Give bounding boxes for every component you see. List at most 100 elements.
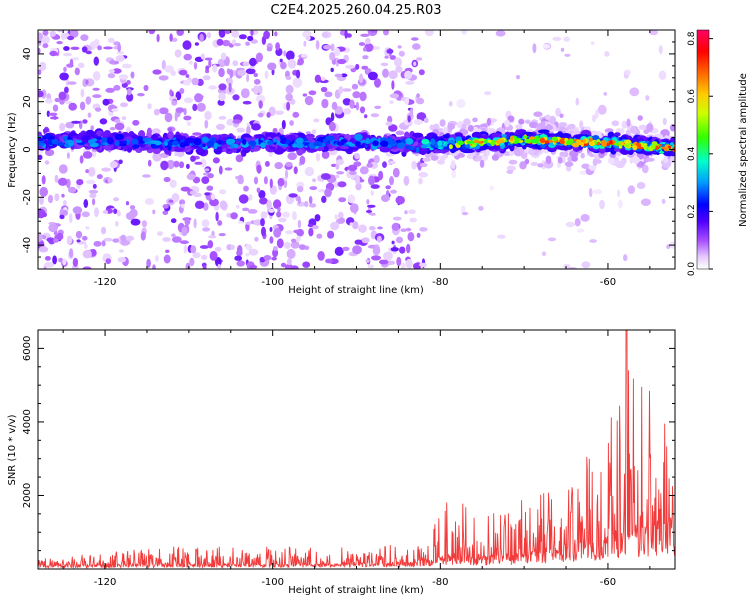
spectral-amplitude-blob	[295, 69, 301, 79]
spectral-amplitude-blob	[199, 245, 209, 249]
spectral-amplitude-blob	[70, 30, 79, 38]
spectral-amplitude-blob	[202, 227, 211, 232]
y-tick-label: 2000	[22, 483, 33, 508]
spectral-amplitude-blob	[96, 136, 102, 141]
spectral-amplitude-blob	[369, 212, 376, 216]
spectral-amplitude-blob	[117, 257, 127, 263]
spectral-amplitude-blob	[117, 43, 121, 53]
spectral-amplitude-blob	[413, 119, 423, 125]
spectral-amplitude-blob	[478, 205, 484, 211]
spectral-amplitude-blob	[437, 140, 443, 148]
spectral-amplitude-blob	[272, 248, 279, 258]
spectral-amplitude-blob	[359, 73, 364, 84]
spectral-amplitude-blob	[613, 142, 620, 146]
spectral-amplitude-blob	[545, 114, 551, 121]
spectral-amplitude-blob	[54, 174, 59, 183]
spectral-amplitude-blob	[245, 252, 250, 257]
spectral-amplitude-blob	[330, 221, 340, 231]
spectral-amplitude-blob	[409, 217, 418, 223]
spectral-amplitude-blob	[330, 43, 335, 52]
spectral-amplitude-blob	[519, 147, 525, 155]
spectral-amplitude-blob	[501, 134, 507, 138]
spectral-amplitude-blob	[148, 30, 156, 35]
spectral-amplitude-blob	[163, 254, 171, 264]
spectral-amplitude-blob	[461, 212, 469, 216]
spectral-amplitude-blob	[201, 254, 208, 260]
spectral-amplitude-blob	[190, 155, 196, 162]
spectral-amplitude-blob	[157, 231, 163, 237]
spectral-amplitude-blob	[208, 85, 217, 90]
spectral-amplitude-blob	[397, 45, 402, 49]
spectral-amplitude-blob	[67, 35, 75, 41]
spectral-amplitude-blob	[390, 189, 397, 194]
spectral-amplitude-blob	[461, 30, 468, 35]
spectral-amplitude-blob	[330, 112, 335, 122]
spectral-amplitude-blob	[404, 210, 408, 215]
spectral-amplitude-blob	[131, 138, 139, 146]
spectral-amplitude-blob	[334, 246, 344, 256]
spectral-amplitude-blob	[325, 135, 335, 142]
spectral-amplitude-blob	[364, 114, 368, 119]
spectral-amplitude-blob	[38, 232, 43, 242]
spectral-amplitude-blob	[89, 193, 97, 198]
spectral-amplitude-blob	[192, 132, 202, 136]
spectral-amplitude-blob	[567, 156, 573, 163]
spectral-amplitude-blob	[340, 139, 347, 143]
spectral-amplitude-blob	[114, 133, 124, 140]
spectral-amplitude-blob	[120, 102, 128, 108]
spectral-amplitude-blob	[560, 47, 565, 52]
spectral-amplitude-blob	[308, 90, 317, 96]
spectral-amplitude-blob	[253, 72, 258, 78]
spectral-amplitude-blob	[255, 52, 263, 63]
spectral-amplitude-blob	[120, 234, 127, 242]
spectral-amplitude-blob	[206, 32, 212, 39]
spectral-amplitude-blob	[640, 198, 651, 206]
y-tick-label: 20	[22, 95, 33, 108]
spectral-amplitude-blob	[84, 243, 88, 249]
spectral-amplitude-blob	[118, 74, 129, 80]
spectral-amplitude-blob	[555, 107, 561, 117]
spectral-amplitude-blob	[524, 158, 530, 165]
spectral-amplitude-blob	[43, 212, 47, 217]
spectral-amplitude-blob	[576, 228, 585, 233]
spectral-amplitude-blob	[355, 174, 360, 185]
spectral-amplitude-blob	[38, 90, 44, 98]
spectral-amplitude-blob	[193, 192, 202, 198]
spectral-amplitude-blob	[398, 50, 405, 57]
spectral-amplitude-blob	[486, 117, 492, 126]
spectral-amplitude-blob	[285, 84, 294, 94]
y-tick-label: -20	[22, 189, 33, 205]
spectral-amplitude-blob	[142, 174, 151, 178]
spectral-amplitude-blob	[171, 37, 178, 42]
spectral-amplitude-blob	[487, 139, 492, 143]
spectral-amplitude-blob	[269, 178, 273, 189]
spectral-amplitude-blob	[661, 198, 666, 204]
spectral-amplitude-blob	[52, 104, 59, 112]
spectral-amplitude-blob	[38, 69, 42, 75]
spectral-amplitude-blob	[536, 122, 545, 131]
spectral-amplitude-blob	[395, 236, 404, 244]
spectral-amplitude-blob	[199, 33, 204, 43]
spectral-amplitude-blob	[229, 69, 234, 79]
spectral-amplitude-blob	[395, 130, 405, 136]
spectral-amplitude-blob	[322, 44, 333, 50]
spectral-amplitude-blob	[59, 72, 69, 81]
spectral-amplitude-blob	[382, 161, 387, 169]
spectral-amplitude-blob	[218, 92, 226, 102]
spectral-amplitude-blob	[186, 163, 190, 169]
spectral-amplitude-blob	[188, 60, 193, 65]
spectral-amplitude-blob	[121, 116, 127, 121]
spectral-amplitude-blob	[412, 43, 421, 50]
spectral-amplitude-blob	[282, 211, 290, 218]
spectral-amplitude-blob	[406, 243, 411, 254]
spectral-amplitude-blob	[355, 182, 362, 191]
spectral-amplitude-blob	[171, 192, 180, 203]
spectral-amplitude-blob	[183, 115, 192, 121]
spectral-amplitude-blob	[408, 209, 416, 214]
spectral-amplitude-blob	[519, 161, 527, 170]
spectral-amplitude-blob	[416, 232, 421, 238]
spectral-amplitude-blob	[400, 228, 407, 232]
spectrogram-blobs	[38, 30, 675, 269]
spectral-amplitude-blob	[221, 52, 227, 61]
